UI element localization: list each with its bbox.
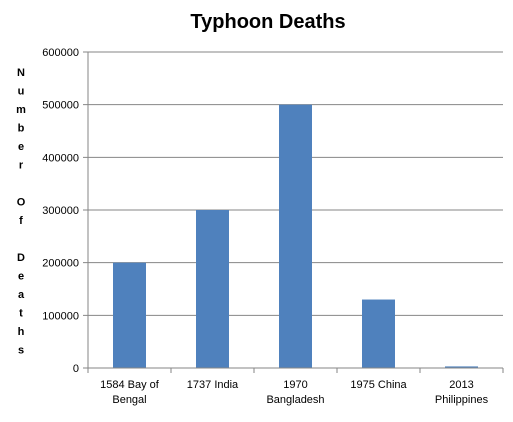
y-tick-label: 300000 [42, 205, 79, 217]
y-tick-labels: 0 100000 200000 300000 400000 500000 600000 [42, 47, 79, 375]
x-tick-label: 1970 Bangladesh [266, 379, 324, 406]
bar [113, 262, 146, 368]
bar [196, 210, 229, 368]
x-tick-labels: 1584 Bay of Bengal 1737 India 1970 Banglades… [100, 379, 488, 406]
y-tick-label: 0 [73, 363, 79, 375]
bar [279, 104, 312, 369]
x-tick-label: 1584 Bay of Bengal [100, 379, 160, 406]
chart-title: Typhoon Deaths [190, 11, 345, 33]
y-tick-label: 200000 [42, 258, 79, 270]
x-tick-label: 1737 India [187, 379, 239, 391]
y-tick-label: 600000 [42, 47, 79, 59]
y-tick-label: 100000 [42, 310, 79, 322]
y-tick-label: 500000 [42, 100, 79, 112]
y-tick-label: 400000 [42, 152, 79, 164]
bars [113, 104, 478, 369]
axes [83, 52, 504, 373]
x-tick-label: 1975 China [350, 379, 407, 391]
x-tick-label: 2013 Philippines [435, 379, 489, 406]
bar [362, 299, 395, 368]
bar [445, 366, 478, 368]
